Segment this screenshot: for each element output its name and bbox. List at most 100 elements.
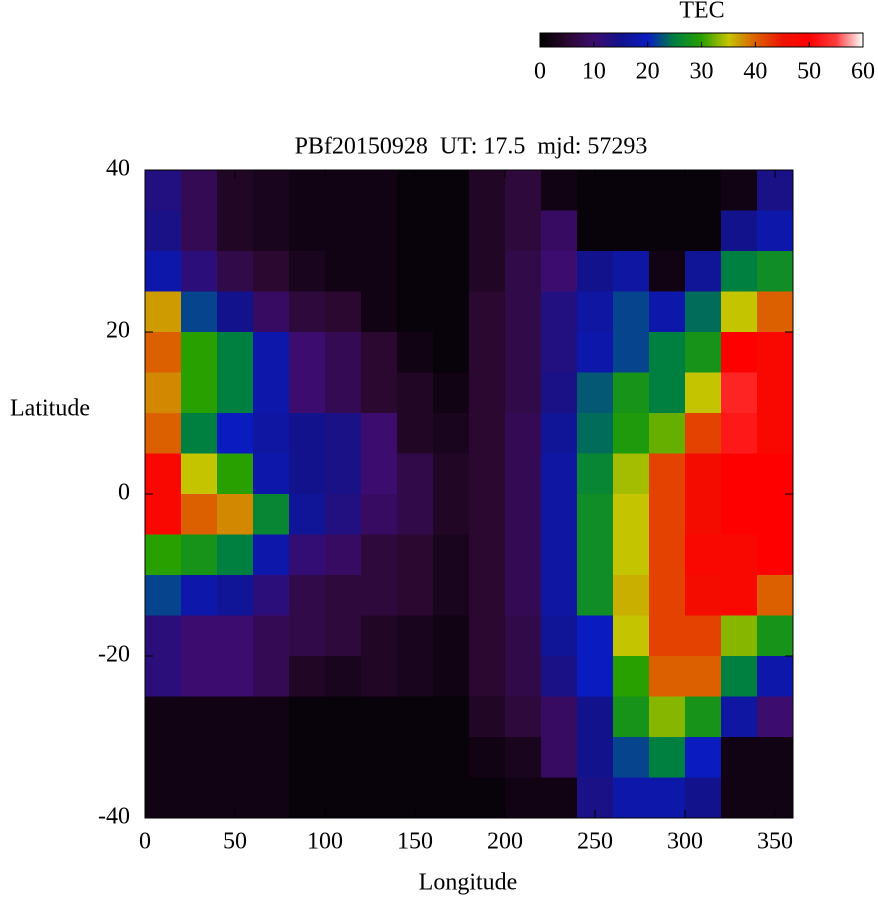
- heatmap-cell: [577, 413, 614, 454]
- heatmap-cell: [361, 372, 398, 414]
- heatmap-cell: [541, 656, 578, 697]
- heatmap-cell: [289, 737, 326, 778]
- heatmap-cell: [397, 534, 434, 576]
- heatmap-cell: [721, 656, 758, 697]
- heatmap-cell: [469, 210, 506, 252]
- heatmap-cell: [721, 251, 758, 292]
- heatmap-cell: [505, 737, 542, 778]
- heatmap-cell: [685, 291, 722, 333]
- y-tick-label: -20: [98, 642, 130, 668]
- heatmap-cell: [433, 210, 470, 252]
- heatmap-cell: [361, 615, 398, 657]
- heatmap-cell: [361, 170, 398, 211]
- heatmap-cell: [361, 494, 398, 535]
- heatmap-cell: [325, 210, 362, 252]
- heatmap-cell: [685, 210, 722, 252]
- heatmap-cell: [253, 332, 290, 373]
- heatmap-cell: [217, 575, 254, 616]
- heatmap-cell: [289, 696, 326, 738]
- heatmap-cell: [757, 575, 794, 616]
- heatmap-cell: [181, 332, 218, 373]
- heatmap-cell: [217, 453, 254, 495]
- heatmap-cell: [649, 696, 686, 738]
- heatmap-cell: [649, 737, 686, 778]
- x-tick-label: 300: [667, 829, 703, 855]
- heatmap-cell: [613, 453, 650, 495]
- heatmap-cell: [289, 251, 326, 292]
- heatmap-cell: [253, 453, 290, 495]
- heatmap-cell: [685, 453, 722, 495]
- heatmap-cell: [361, 251, 398, 292]
- heatmap-cell: [253, 494, 290, 535]
- heatmap-cell: [217, 534, 254, 576]
- heatmap-cell: [253, 534, 290, 576]
- heatmap-cell: [577, 737, 614, 778]
- heatmap-cell: [181, 575, 218, 616]
- heatmap-cell: [541, 372, 578, 414]
- heatmap-cell: [469, 575, 506, 616]
- heatmap-cell: [721, 332, 758, 373]
- heatmap-cell: [541, 494, 578, 535]
- heatmap-cell: [469, 413, 506, 454]
- heatmap-cell: [613, 575, 650, 616]
- heatmap-cell: [325, 453, 362, 495]
- y-tick-label: 40: [106, 156, 130, 182]
- heatmap-cell: [505, 534, 542, 576]
- heatmap-cell: [145, 615, 182, 657]
- heatmap-cell: [325, 413, 362, 454]
- heatmap-cell: [757, 494, 794, 535]
- heatmap-cell: [649, 413, 686, 454]
- heatmap-cell: [325, 291, 362, 333]
- heatmap-cell: [145, 332, 182, 373]
- heatmap-cell: [433, 737, 470, 778]
- heatmap-cell: [145, 251, 182, 292]
- heatmap-cell: [577, 453, 614, 495]
- heatmap-cell: [469, 656, 506, 697]
- heatmap-cell: [217, 494, 254, 535]
- heatmap-cell: [757, 372, 794, 414]
- x-tick-label: 100: [307, 829, 343, 855]
- heatmap-cell: [289, 494, 326, 535]
- heatmap-cell: [613, 777, 650, 819]
- heatmap-cell: [253, 413, 290, 454]
- heatmap-cell: [541, 170, 578, 211]
- heatmap-cell: [577, 251, 614, 292]
- heatmap-cell: [757, 534, 794, 576]
- heatmap-cell: [145, 210, 182, 252]
- heatmap-cell: [613, 291, 650, 333]
- heatmap-cell: [289, 575, 326, 616]
- heatmap-cells: [145, 170, 794, 819]
- heatmap-cell: [649, 251, 686, 292]
- heatmap-cell: [505, 696, 542, 738]
- heatmap-cell: [253, 575, 290, 616]
- heatmap-cell: [577, 291, 614, 333]
- heatmap-cell: [145, 575, 182, 616]
- heatmap-cell: [541, 615, 578, 657]
- x-tick-label: 250: [577, 829, 613, 855]
- heatmap-cell: [649, 494, 686, 535]
- heatmap-cell: [361, 210, 398, 252]
- heatmap-cell: [361, 413, 398, 454]
- x-tick-label: 0: [139, 829, 151, 855]
- heatmap-cell: [541, 251, 578, 292]
- heatmap-cell: [145, 291, 182, 333]
- heatmap-cell: [649, 210, 686, 252]
- heatmap-cell: [505, 291, 542, 333]
- heatmap-cell: [361, 777, 398, 819]
- heatmap-cell: [685, 777, 722, 819]
- heatmap-cell: [577, 332, 614, 373]
- heatmap-cell: [505, 777, 542, 819]
- heatmap-cell: [253, 291, 290, 333]
- heatmap-cell: [649, 534, 686, 576]
- heatmap-cell: [505, 575, 542, 616]
- heatmap-cell: [613, 494, 650, 535]
- heatmap-cell: [289, 210, 326, 252]
- heatmap-cell: [289, 453, 326, 495]
- heatmap-cell: [721, 777, 758, 819]
- heatmap-cell: [613, 534, 650, 576]
- heatmap-cell: [721, 291, 758, 333]
- colorbar-tick-label: 60: [851, 59, 875, 85]
- x-tick-label: 150: [397, 829, 433, 855]
- heatmap-cell: [469, 453, 506, 495]
